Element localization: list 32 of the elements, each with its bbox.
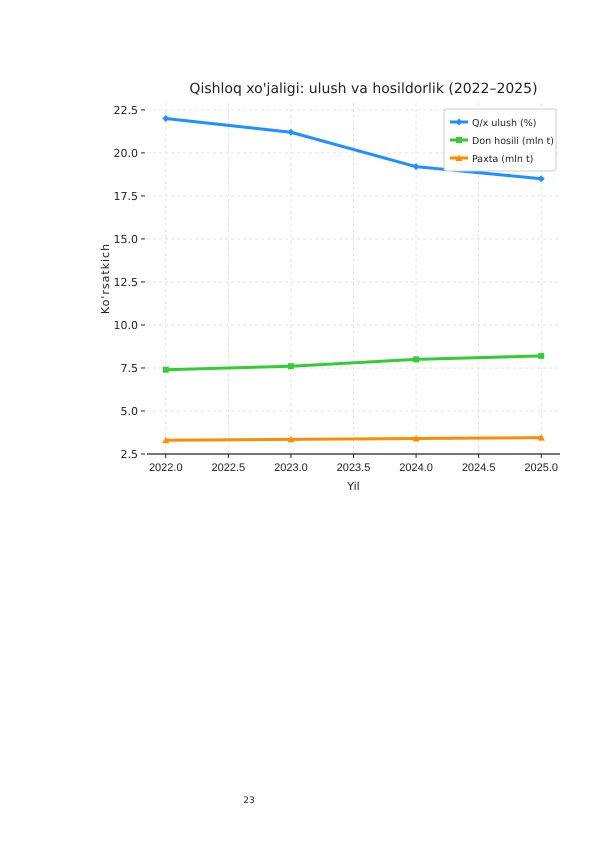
y-axis-title: Ko'rsatkich [99, 242, 112, 314]
y-tick-label: 20.0 [114, 146, 138, 160]
y-tick-label: 12.5 [114, 276, 138, 289]
point [162, 366, 169, 373]
point [287, 436, 294, 442]
x-tick-label: 2023.5 [336, 462, 370, 474]
legend-label: Don hosili (mln t) [472, 136, 554, 147]
point [538, 352, 544, 359]
x-tick-label: 2024.0 [399, 462, 433, 474]
x-axis-title: Yil [346, 480, 360, 493]
y-tick-label: 22.5 [114, 104, 138, 117]
point [162, 436, 170, 444]
text: 23 [243, 796, 255, 806]
point [412, 435, 420, 442]
legend-label: Q/x ulush (%) [472, 118, 536, 129]
x-tick-label: 2022.0 [148, 462, 183, 474]
point [413, 356, 420, 362]
point [288, 363, 294, 370]
x-tick-label: 2024.5 [462, 462, 496, 474]
chart-title: Qishloq xo'jaligi: ulush va hosildorlik (2022–2025) [189, 81, 538, 97]
x-tick-label: 2022.5 [212, 462, 246, 474]
y-tick-label: 15.0 [114, 232, 138, 246]
x-tick-label: 2025.0 [524, 462, 558, 474]
y-tick-label: 5.0 [120, 404, 138, 418]
y-tick-label: 2.5 [120, 448, 138, 461]
point [538, 434, 545, 441]
y-tick-label: 7.5 [120, 362, 138, 375]
point [162, 114, 170, 122]
legend-label: Paxta (mln t) [472, 154, 534, 165]
x-tick-label: 2023.0 [274, 462, 308, 474]
y-tick-label: 10.0 [114, 318, 138, 332]
y-tick-label: 17.5 [114, 190, 138, 203]
